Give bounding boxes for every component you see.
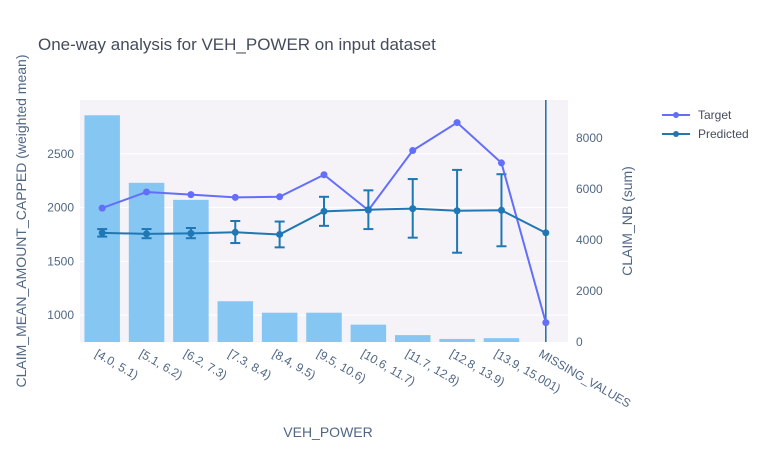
predicted-point: [409, 205, 417, 213]
target-point: [231, 193, 239, 201]
left-y-tick-label: 1000: [47, 308, 74, 322]
bar: [439, 338, 475, 342]
legend[interactable]: Target Predicted: [662, 108, 749, 141]
predicted-point: [231, 228, 239, 236]
legend-label-predicted: Predicted: [698, 127, 749, 141]
target-point: [453, 119, 461, 127]
legend-marker-target: [673, 112, 679, 118]
predicted-point: [320, 207, 328, 215]
target-point: [143, 188, 151, 196]
bar-layer: [84, 115, 520, 342]
target-point: [497, 159, 505, 167]
right-y-tick-label: 4000: [576, 233, 603, 247]
bar: [350, 324, 387, 342]
x-tick-label: [6.2, 7.3): [181, 346, 229, 382]
target-point: [98, 204, 106, 212]
predicted-point: [542, 229, 550, 237]
bar: [394, 335, 431, 342]
predicted-point: [187, 229, 195, 237]
predicted-point: [497, 206, 505, 214]
x-axis-title: VEH_POWER: [283, 424, 372, 440]
x-tick-label: [5.1, 6.2): [137, 346, 185, 382]
right-y-tick-label: 6000: [576, 182, 603, 196]
bar: [128, 182, 165, 342]
target-point: [276, 193, 284, 201]
predicted-point: [143, 230, 151, 238]
x-tick-label: [9.5, 10.6): [315, 346, 369, 385]
legend-marker-predicted: [673, 131, 679, 137]
left-y-tick-label: 1500: [47, 254, 74, 268]
target-point: [187, 191, 195, 199]
legend-item-predicted[interactable]: Predicted: [662, 127, 749, 141]
line-layer: [97, 100, 550, 342]
left-y-tick-label: 2500: [47, 147, 74, 161]
predicted-point: [453, 207, 461, 215]
bar: [306, 312, 342, 342]
target-point: [409, 147, 417, 155]
target-point: [320, 171, 328, 179]
left-y-tick-label: 2000: [47, 201, 74, 215]
x-tick-label: [8.4, 9.5): [270, 346, 318, 382]
bar: [173, 199, 209, 342]
right-y-axis-title: CLAIM_NB (sum): [619, 166, 635, 276]
x-tick-label: [4.0, 5.1): [93, 346, 141, 382]
right-y-tick-label: 2000: [576, 284, 603, 298]
left-y-axis-title: CLAIM_MEAN_AMOUNT_CAPPED (weighted mean): [13, 55, 29, 388]
right-y-tick-label: 0: [576, 335, 583, 349]
predicted-point: [364, 206, 372, 214]
target-point: [542, 319, 550, 327]
chart-title: One-way analysis for VEH_POWER on input …: [38, 35, 436, 54]
x-tick-label: [7.3, 8.4): [226, 346, 274, 382]
legend-item-target[interactable]: Target: [662, 108, 732, 122]
predicted-point: [276, 230, 284, 238]
predicted-point: [98, 229, 106, 237]
bar: [217, 301, 254, 342]
bar: [261, 312, 298, 342]
bar: [483, 338, 520, 342]
right-y-tick-label: 8000: [576, 131, 603, 145]
legend-label-target: Target: [698, 108, 732, 122]
